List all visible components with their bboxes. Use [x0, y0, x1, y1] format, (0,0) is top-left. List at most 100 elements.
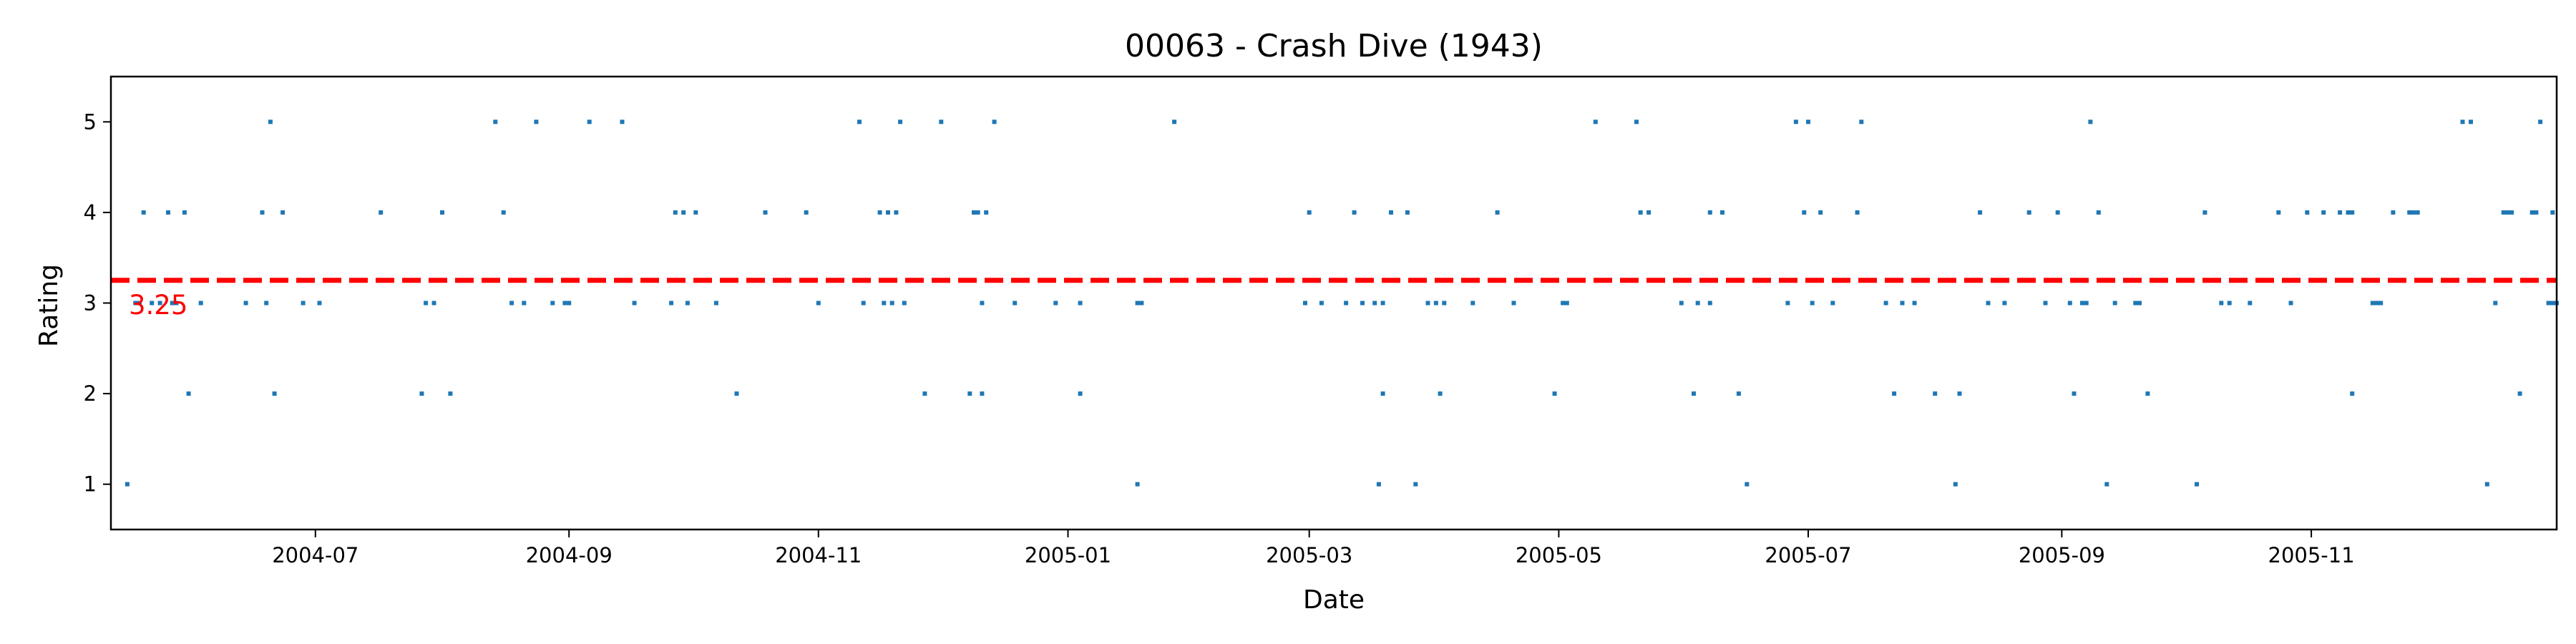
data-point	[2219, 301, 2224, 306]
data-point	[1564, 301, 1569, 306]
data-point	[992, 119, 997, 125]
data-point	[1695, 301, 1700, 306]
data-point	[2072, 391, 2077, 396]
data-point	[2370, 301, 2375, 306]
x-axis-label: Date	[1303, 585, 1365, 615]
data-point	[1692, 391, 1696, 396]
data-point	[2415, 210, 2420, 215]
data-point	[861, 301, 866, 306]
data-point	[1830, 301, 1835, 306]
data-point	[889, 301, 894, 306]
data-point	[2088, 119, 2093, 125]
plot-frame	[109, 75, 2558, 531]
data-point	[1593, 119, 1598, 125]
data-point	[620, 119, 625, 125]
data-point	[967, 391, 972, 396]
data-point	[2550, 301, 2555, 306]
data-point	[440, 210, 444, 215]
x-tick-label: 2004-07	[272, 543, 358, 567]
data-point	[1957, 391, 1962, 396]
data-point	[1912, 301, 1917, 306]
data-point	[2104, 482, 2109, 487]
data-point	[2374, 301, 2379, 306]
data-point	[1413, 482, 1418, 487]
x-tick-label: 2004-11	[775, 543, 862, 567]
data-point	[141, 210, 146, 215]
data-point	[1360, 301, 1365, 306]
data-point	[894, 210, 899, 215]
data-point	[681, 210, 686, 215]
data-point	[2546, 301, 2551, 306]
data-point	[493, 119, 498, 125]
data-point	[1986, 301, 1991, 306]
data-point	[1307, 210, 1312, 215]
data-point	[1376, 482, 1381, 487]
data-point	[243, 301, 248, 306]
data-point	[877, 210, 882, 215]
data-point	[975, 210, 980, 215]
data-point	[2288, 301, 2293, 306]
data-point	[431, 301, 436, 306]
data-point	[133, 301, 138, 306]
data-point	[125, 482, 130, 487]
data-point	[1785, 301, 1790, 306]
data-point	[1389, 210, 1393, 215]
data-point	[1172, 119, 1177, 125]
data-point	[2469, 119, 2473, 125]
data-point	[2043, 301, 2048, 306]
data-point	[1433, 301, 1438, 306]
x-tick-label: 2005-05	[1516, 543, 1602, 567]
data-point	[2133, 301, 2138, 306]
x-axis: 2004-07 2004-09 2004-11 2005-01 2005-03 2005-…	[272, 530, 2355, 567]
data-point	[1883, 301, 1888, 306]
data-point	[272, 391, 277, 396]
data-point	[2509, 210, 2514, 215]
data-point	[1372, 301, 1377, 306]
data-point	[2505, 210, 2510, 215]
data-point	[972, 210, 976, 215]
data-point	[1135, 301, 1140, 306]
data-point	[685, 301, 690, 306]
data-point	[1303, 301, 1307, 306]
data-point	[2407, 210, 2412, 215]
data-point	[186, 391, 191, 396]
data-point	[534, 119, 539, 125]
data-point	[1707, 210, 1712, 215]
data-point	[317, 301, 322, 306]
x-tick-label: 2004-09	[526, 543, 613, 567]
data-point	[1646, 210, 1652, 215]
data-point	[2112, 301, 2117, 306]
data-point	[150, 301, 155, 306]
data-point	[2096, 210, 2101, 215]
data-point	[2338, 210, 2343, 215]
data-point	[419, 391, 424, 396]
data-point	[1802, 210, 1807, 215]
data-point	[1634, 119, 1639, 125]
data-point	[1720, 210, 1724, 215]
data-point	[2195, 482, 2199, 487]
y-tick-label: 3	[84, 291, 97, 316]
data-point	[2080, 301, 2084, 306]
data-point	[1806, 119, 1810, 125]
data-point	[1139, 301, 1144, 306]
plot-area: 3.25	[111, 119, 2559, 487]
data-point	[2248, 301, 2253, 306]
data-point	[1344, 301, 1349, 306]
data-point	[280, 210, 286, 215]
data-point	[1552, 391, 1557, 396]
data-point	[2145, 391, 2150, 396]
data-point	[198, 301, 203, 306]
data-point	[448, 391, 453, 396]
data-point	[1442, 301, 1447, 306]
data-point	[2379, 301, 2384, 306]
data-point	[2538, 119, 2543, 125]
data-point	[424, 301, 429, 306]
data-point	[1933, 391, 1938, 396]
data-point	[939, 119, 944, 125]
data-point	[2534, 210, 2539, 215]
data-point	[166, 210, 170, 215]
data-point	[2227, 301, 2232, 306]
data-point	[2350, 210, 2355, 215]
y-tick-label: 2	[84, 381, 97, 406]
y-tick-label: 1	[84, 472, 97, 497]
